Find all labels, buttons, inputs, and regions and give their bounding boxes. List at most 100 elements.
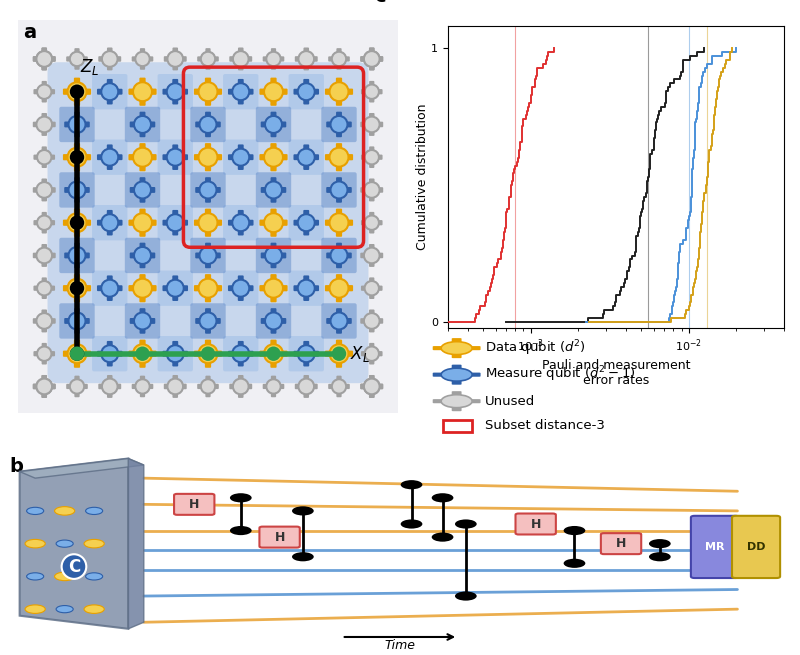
Circle shape xyxy=(649,539,670,548)
FancyBboxPatch shape xyxy=(42,310,47,333)
FancyBboxPatch shape xyxy=(452,365,462,384)
FancyBboxPatch shape xyxy=(97,220,122,225)
Circle shape xyxy=(69,312,86,329)
FancyBboxPatch shape xyxy=(303,341,309,366)
FancyBboxPatch shape xyxy=(261,318,286,324)
FancyBboxPatch shape xyxy=(361,89,382,94)
FancyBboxPatch shape xyxy=(74,274,80,302)
FancyBboxPatch shape xyxy=(162,89,188,95)
FancyBboxPatch shape xyxy=(238,375,243,398)
FancyBboxPatch shape xyxy=(162,220,188,225)
Circle shape xyxy=(264,148,283,166)
FancyBboxPatch shape xyxy=(369,81,374,102)
FancyBboxPatch shape xyxy=(294,286,319,291)
FancyBboxPatch shape xyxy=(190,238,226,273)
FancyBboxPatch shape xyxy=(172,79,178,104)
FancyBboxPatch shape xyxy=(139,309,146,333)
Text: Data qubit ($d^2$): Data qubit ($d^2$) xyxy=(485,339,586,358)
FancyBboxPatch shape xyxy=(223,205,258,240)
Circle shape xyxy=(232,83,250,100)
FancyBboxPatch shape xyxy=(322,238,357,273)
FancyBboxPatch shape xyxy=(336,48,342,69)
FancyBboxPatch shape xyxy=(34,89,55,94)
Circle shape xyxy=(102,51,118,67)
Circle shape xyxy=(649,552,670,561)
FancyBboxPatch shape xyxy=(206,48,210,69)
Circle shape xyxy=(198,345,218,363)
FancyBboxPatch shape xyxy=(262,56,284,62)
Circle shape xyxy=(25,605,46,613)
FancyBboxPatch shape xyxy=(42,147,47,168)
FancyBboxPatch shape xyxy=(42,81,47,102)
FancyBboxPatch shape xyxy=(158,74,193,109)
FancyBboxPatch shape xyxy=(97,155,122,160)
Circle shape xyxy=(330,279,349,297)
Circle shape xyxy=(133,83,152,101)
FancyBboxPatch shape xyxy=(238,145,244,170)
FancyBboxPatch shape xyxy=(369,47,374,70)
Circle shape xyxy=(432,533,454,542)
FancyBboxPatch shape xyxy=(294,56,318,62)
FancyBboxPatch shape xyxy=(33,384,56,389)
Circle shape xyxy=(133,148,152,166)
FancyBboxPatch shape xyxy=(369,375,374,398)
Circle shape xyxy=(67,214,86,233)
Circle shape xyxy=(84,605,104,613)
Text: MR: MR xyxy=(705,542,725,552)
FancyBboxPatch shape xyxy=(125,303,160,339)
FancyBboxPatch shape xyxy=(107,145,113,170)
FancyBboxPatch shape xyxy=(130,187,155,193)
FancyBboxPatch shape xyxy=(129,219,157,226)
FancyBboxPatch shape xyxy=(360,56,383,62)
Circle shape xyxy=(135,52,150,66)
FancyBboxPatch shape xyxy=(64,122,90,128)
Circle shape xyxy=(441,368,472,381)
FancyBboxPatch shape xyxy=(205,243,211,269)
FancyBboxPatch shape xyxy=(139,143,146,172)
FancyBboxPatch shape xyxy=(74,375,80,397)
Circle shape xyxy=(264,345,283,363)
FancyBboxPatch shape xyxy=(98,56,122,62)
FancyBboxPatch shape xyxy=(270,111,277,137)
FancyBboxPatch shape xyxy=(34,220,55,225)
Circle shape xyxy=(330,148,349,166)
Circle shape xyxy=(266,52,281,66)
FancyBboxPatch shape xyxy=(205,309,211,333)
FancyBboxPatch shape xyxy=(336,375,342,397)
Circle shape xyxy=(432,493,454,502)
Circle shape xyxy=(54,572,74,580)
FancyBboxPatch shape xyxy=(601,533,642,554)
FancyBboxPatch shape xyxy=(63,285,91,291)
FancyBboxPatch shape xyxy=(230,384,252,389)
FancyBboxPatch shape xyxy=(259,88,287,95)
FancyBboxPatch shape xyxy=(107,375,113,398)
FancyBboxPatch shape xyxy=(33,384,56,389)
FancyBboxPatch shape xyxy=(452,391,462,411)
FancyBboxPatch shape xyxy=(59,238,94,273)
FancyBboxPatch shape xyxy=(328,56,350,62)
Circle shape xyxy=(330,181,347,198)
FancyBboxPatch shape xyxy=(164,56,186,62)
FancyBboxPatch shape xyxy=(336,111,342,137)
FancyBboxPatch shape xyxy=(303,375,309,398)
FancyBboxPatch shape xyxy=(129,285,157,291)
FancyBboxPatch shape xyxy=(228,89,254,95)
FancyBboxPatch shape xyxy=(172,275,178,301)
Circle shape xyxy=(232,280,250,297)
FancyBboxPatch shape xyxy=(325,350,353,357)
FancyBboxPatch shape xyxy=(42,343,47,364)
FancyBboxPatch shape xyxy=(270,78,277,106)
Circle shape xyxy=(36,117,52,132)
FancyBboxPatch shape xyxy=(361,286,382,291)
Legend: 1Q, CZ, Meas., DD: 1Q, CZ, Meas., DD xyxy=(454,0,669,1)
FancyBboxPatch shape xyxy=(92,140,127,175)
Circle shape xyxy=(365,346,379,361)
FancyBboxPatch shape xyxy=(190,303,226,339)
FancyBboxPatch shape xyxy=(164,384,186,389)
Circle shape xyxy=(36,182,52,198)
FancyBboxPatch shape xyxy=(162,351,188,356)
FancyBboxPatch shape xyxy=(158,205,193,240)
FancyBboxPatch shape xyxy=(205,274,211,302)
FancyBboxPatch shape xyxy=(139,274,146,302)
Circle shape xyxy=(298,280,314,297)
